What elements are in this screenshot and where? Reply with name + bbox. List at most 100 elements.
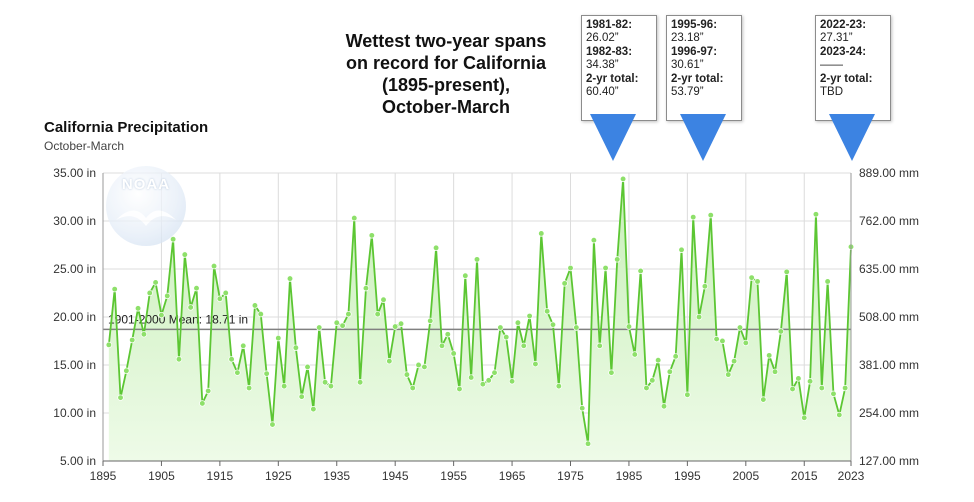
data-point [660, 403, 668, 410]
data-point [631, 351, 638, 358]
data-point [362, 285, 370, 292]
x-tick-label: 2023 [838, 469, 865, 483]
data-point [736, 324, 744, 331]
data-point [427, 317, 434, 324]
data-point [158, 311, 165, 319]
y-tick-label-left: 15.00 in [53, 358, 96, 372]
data-point [286, 275, 294, 282]
data-point [117, 394, 124, 401]
data-point [386, 358, 393, 365]
data-point [169, 236, 177, 243]
data-point [275, 334, 282, 342]
data-point [690, 214, 697, 221]
y-tick-label-right: 635.00 mm [859, 262, 919, 276]
callout-total-label: 2-yr total: [586, 72, 639, 85]
data-point [655, 357, 662, 364]
callout-year1-label: 2022-23: [820, 19, 867, 31]
x-tick-label: 1905 [148, 469, 175, 483]
data-point [181, 251, 188, 258]
data-point [105, 341, 112, 348]
data-point [795, 375, 802, 382]
y-tick-label-right: 889.00 mm [859, 166, 919, 180]
data-point [333, 319, 340, 326]
data-point [392, 323, 399, 330]
data-point [567, 264, 574, 272]
series-area [108, 178, 852, 461]
x-tick-label: 1995 [674, 469, 701, 483]
headline-line-2: on record for California [345, 53, 547, 73]
data-point [812, 211, 820, 218]
callout-1981-83: 1981-82: 26.02” 1982-83: 34.38” 2-yr tot… [581, 15, 657, 121]
data-point [555, 382, 562, 390]
data-point [356, 379, 364, 386]
data-point [129, 336, 136, 344]
callout-total-value: 60.40” [586, 86, 619, 99]
data-point [216, 295, 224, 302]
mean-label: 1901-2000 Mean: 18.71 in [108, 312, 248, 326]
data-point [526, 312, 533, 320]
data-point [380, 296, 387, 303]
data-point [801, 414, 808, 421]
callout-year1-label: 1981-82: [586, 19, 633, 31]
x-tick-label: 1945 [382, 469, 409, 483]
data-point [222, 289, 229, 297]
data-point [637, 267, 644, 275]
data-point [766, 352, 773, 359]
data-point [532, 360, 539, 368]
data-point [444, 331, 451, 338]
noaa-logo-text: NOAA [121, 176, 171, 193]
data-point [754, 278, 761, 285]
y-tick-label-right: 254.00 mm [859, 406, 919, 420]
callout-year1-value: 26.02” [586, 32, 619, 45]
data-point [374, 310, 381, 318]
data-point [339, 322, 346, 329]
data-point [824, 278, 831, 285]
data-point [263, 370, 270, 377]
axes: 35.00 in 889.00 mm 30.00 in 762.00 mm 25.00 … [53, 166, 919, 483]
seagull-icon [116, 210, 176, 226]
data-point [210, 262, 218, 270]
data-point [538, 230, 545, 237]
data-point [473, 256, 481, 263]
area-fill [108, 178, 852, 461]
data-point [695, 313, 703, 321]
data-point [719, 337, 726, 345]
data-point [228, 356, 235, 363]
data-point [415, 361, 422, 369]
data-point [748, 274, 755, 281]
chart-subtitle: October-March [44, 139, 125, 153]
data-point [438, 342, 446, 349]
data-point [520, 342, 527, 349]
callout-year2-label: 1996-97: [671, 45, 718, 58]
y-tick-label-right: 127.00 mm [859, 454, 919, 468]
y-tick-label-left: 25.00 in [53, 262, 96, 276]
data-point [187, 304, 194, 311]
data-point [479, 381, 486, 388]
data-point [649, 377, 656, 384]
data-point [684, 391, 691, 398]
noaa-logo: NOAA [106, 166, 186, 246]
y-tick-label-right: 381.00 mm [859, 358, 919, 372]
callout-year1-value: 27.31” [820, 32, 853, 45]
headline-line-3: (1895-present), [381, 75, 511, 95]
data-point [614, 256, 621, 263]
data-point [146, 289, 153, 297]
data-point [491, 369, 498, 376]
data-point [497, 324, 504, 331]
data-point [584, 440, 592, 447]
data-point [345, 310, 352, 318]
callout-year1-label: 1995-96: [671, 19, 718, 31]
callout-year2-label: 1982-83: [586, 45, 633, 58]
data-point [830, 390, 837, 397]
data-point [836, 411, 843, 419]
callout-total-label: 2-yr total: [820, 72, 873, 85]
data-point [619, 175, 627, 183]
data-point [549, 321, 557, 328]
data-point [432, 244, 440, 252]
x-tick-label: 2015 [791, 469, 818, 483]
data-point [111, 286, 118, 293]
y-tick-label-left: 20.00 in [53, 310, 96, 324]
data-point [760, 396, 767, 403]
data-point [678, 246, 685, 253]
data-point [579, 405, 586, 412]
